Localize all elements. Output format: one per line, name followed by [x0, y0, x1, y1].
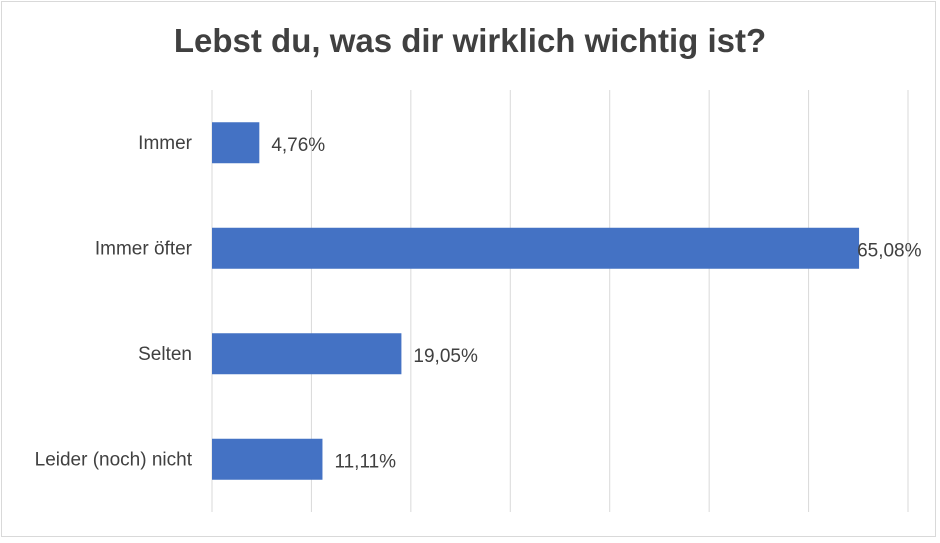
data-label: 11,11%: [334, 451, 396, 472]
category-label: Selten: [138, 344, 192, 365]
category-label: Immer: [138, 133, 193, 154]
chart-title: Lebst du, was dir wirklich wichtig ist?: [173, 22, 767, 59]
bar: [212, 438, 323, 480]
data-label: 19,05%: [413, 346, 478, 367]
data-label: 65,08%: [857, 240, 922, 261]
bar: [212, 333, 402, 375]
category-label: Immer öfter: [95, 238, 193, 259]
bar: [212, 122, 260, 164]
bar: [212, 227, 860, 269]
category-label: Leider (noch) nicht: [35, 449, 193, 470]
data-label: 4,76%: [271, 135, 325, 156]
